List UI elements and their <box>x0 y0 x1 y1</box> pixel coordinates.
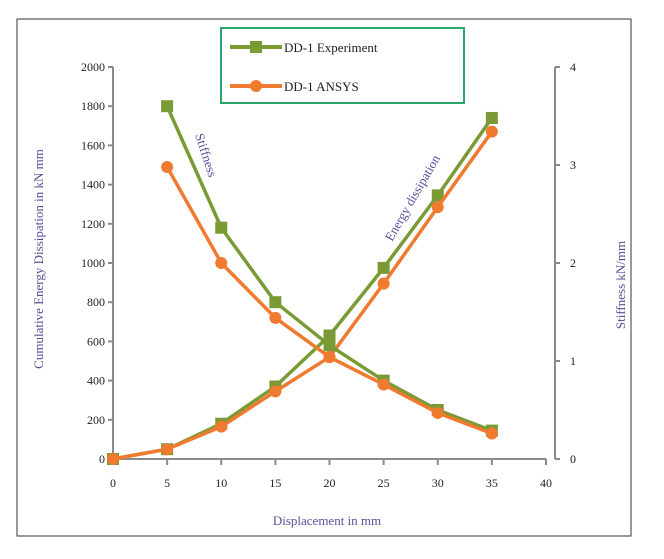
data-point <box>377 261 390 274</box>
y-tick-label: 800 <box>87 295 105 309</box>
y-tick-label: 200 <box>87 413 105 427</box>
legend-label: DD-1 Experiment <box>284 40 378 55</box>
x-tick-label: 20 <box>324 476 336 490</box>
legend <box>220 27 465 104</box>
x-tick-label: 0 <box>110 476 116 490</box>
data-point <box>107 453 119 465</box>
x-tick-label: 10 <box>215 476 227 490</box>
x-tick-label: 40 <box>540 476 552 490</box>
y-tick-label: 1200 <box>81 217 105 231</box>
y-tick-label: 400 <box>87 374 105 388</box>
y2-tick-label: 3 <box>570 158 576 172</box>
y-axis-label: Cumulative Energy Dissipation in kN mm <box>31 149 46 369</box>
y2-tick-label: 0 <box>570 452 576 466</box>
data-point <box>215 221 228 234</box>
data-point <box>323 339 336 352</box>
legend-marker <box>250 80 262 92</box>
y-tick-label: 1600 <box>81 138 105 152</box>
data-point <box>485 125 498 138</box>
x-tick-label: 15 <box>269 476 281 490</box>
legend-label: DD-1 ANSYS <box>284 79 359 94</box>
data-point <box>215 257 228 269</box>
x-axis-label: Displacement in mm <box>273 513 381 528</box>
data-point <box>485 111 498 124</box>
series-line-energy-1 <box>112 130 494 461</box>
legend-marker <box>250 41 262 53</box>
data-point <box>161 160 174 173</box>
frame <box>16 18 632 537</box>
data-point <box>323 351 336 364</box>
y2-tick-label: 2 <box>570 256 576 270</box>
data-point <box>269 385 282 398</box>
y2-tick-label: 4 <box>570 60 576 74</box>
x-tick-label: 35 <box>486 476 498 490</box>
y2-axis-label: Stiffness kN/mm <box>613 241 628 329</box>
x-tick-label: 25 <box>378 476 390 490</box>
data-point <box>377 378 390 391</box>
data-point <box>215 420 228 433</box>
data-point <box>431 406 444 419</box>
y2-tick-label: 1 <box>570 354 576 368</box>
y-tick-label: 1000 <box>81 256 105 270</box>
data-point <box>269 296 282 309</box>
data-point <box>485 427 498 440</box>
data-point <box>431 201 444 214</box>
data-point <box>323 329 336 342</box>
y-tick-label: 600 <box>87 334 105 348</box>
y-tick-label: 1400 <box>81 178 105 192</box>
data-point <box>431 189 444 202</box>
data-point <box>269 311 282 324</box>
data-point <box>161 443 174 456</box>
x-tick-label: 30 <box>432 476 444 490</box>
series-line-stiffness-2 <box>165 105 493 433</box>
y-tick-label: 1800 <box>81 99 105 113</box>
y-tick-label: 0 <box>99 452 105 466</box>
data-point <box>377 277 390 290</box>
data-point <box>161 100 174 113</box>
y-tick-label: 2000 <box>81 60 105 74</box>
x-tick-label: 5 <box>164 476 170 490</box>
